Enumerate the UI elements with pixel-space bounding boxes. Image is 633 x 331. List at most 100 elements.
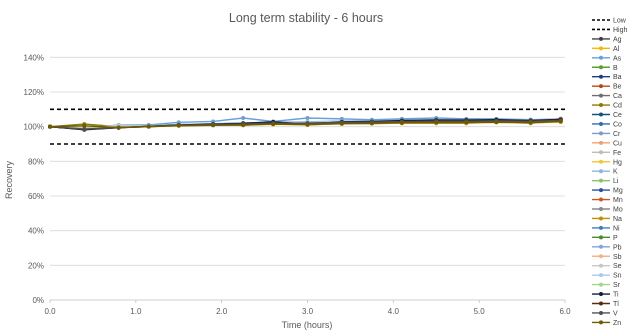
legend-marker-mo [599, 207, 603, 211]
legend-label-ca: Ca [613, 93, 622, 100]
data-point-as [241, 116, 246, 120]
x-tick-label: 0.0 [44, 307, 56, 316]
legend-marker-co [599, 121, 603, 126]
threshold-lines [50, 108, 565, 145]
gridlines [49, 56, 566, 303]
data-point-zn [176, 123, 181, 128]
legend-label-low: Low [613, 18, 627, 25]
legend-label-ag: Ag [613, 36, 622, 43]
legend-label-sr: Sr [613, 282, 621, 289]
legend-marker-ca [599, 93, 603, 98]
legend-label-fe: Fe [613, 150, 621, 157]
series-group [48, 116, 563, 132]
legend-marker-as [599, 55, 603, 60]
x-tick-label: 2.0 [216, 307, 228, 316]
legend-label-p: P [613, 235, 618, 242]
legend-marker-se [599, 263, 603, 268]
data-point-zn [116, 125, 121, 130]
legend-marker-ag [599, 36, 603, 41]
x-tick-label: 5.0 [474, 307, 486, 316]
legend-label-mo: Mo [613, 207, 623, 214]
legend-marker-li [599, 178, 603, 183]
x-tick-label: 1.0 [130, 307, 142, 316]
data-point-zn [305, 122, 310, 127]
data-point-zn [211, 123, 216, 128]
data-point-zn [241, 122, 246, 127]
legend-label-cu: Cu [613, 140, 622, 147]
legend-label-k: K [613, 169, 618, 176]
y-tick-label: 20% [28, 261, 44, 270]
y-axis-title: Recovery [4, 160, 14, 199]
x-axis-title: Time (hours) [282, 320, 333, 330]
legend-label-cr: Cr [613, 131, 621, 138]
legend-marker-b [599, 65, 603, 70]
legend-marker-mg [599, 188, 603, 193]
data-point-zn [146, 124, 151, 129]
legend-label-pb: Pb [613, 244, 622, 251]
legend-marker-mn [599, 197, 603, 202]
y-tick-label: 60% [28, 192, 44, 201]
legend-label-ce: Ce [613, 112, 622, 119]
legend-label-na: Na [613, 216, 622, 223]
x-tick-label: 4.0 [388, 307, 400, 316]
legend-label-co: Co [613, 121, 622, 128]
legend-label-ba: Ba [613, 74, 622, 81]
legend-marker-k [599, 169, 603, 174]
legend-marker-sb [599, 254, 603, 259]
legend-marker-ni [599, 225, 603, 230]
data-point-v [82, 127, 87, 132]
legend-label-hg: Hg [613, 159, 622, 166]
y-tick-label: 120% [24, 88, 44, 97]
legend-label-zn: Zn [613, 320, 621, 327]
legend-label-ti: Ti [613, 292, 619, 299]
legend-marker-fe [599, 150, 603, 155]
legend-marker-sr [599, 282, 603, 287]
data-point-zn [271, 122, 276, 127]
legend-marker-sn [599, 273, 603, 278]
legend-label-li: Li [613, 178, 619, 185]
y-tick-label: 140% [24, 53, 44, 62]
legend-label-mg: Mg [613, 188, 623, 195]
data-point-zn [494, 120, 499, 125]
legend-label-tl: Tl [613, 301, 619, 308]
legend-label-se: Se [613, 263, 622, 270]
legend-marker-zn [599, 320, 603, 325]
data-point-zn [339, 121, 344, 126]
legend-marker-na [599, 216, 603, 221]
x-tick-label: 6.0 [559, 307, 571, 316]
y-tick-labels: 0% 20% 40% 60% 80% 100% 120% 140% [24, 53, 44, 305]
legend-label-mn: Mn [613, 197, 623, 204]
legend-label-sb: Sb [613, 254, 622, 261]
x-tick-label: 3.0 [302, 307, 314, 316]
data-point-zn [82, 123, 87, 128]
data-point-zn [528, 120, 533, 125]
legend-marker-al [599, 46, 603, 51]
legend-marker-tl [599, 301, 603, 306]
legend-label-al: Al [613, 46, 620, 53]
legend-marker-cu [599, 140, 603, 145]
legend-label-as: As [613, 55, 622, 62]
legend-marker-cd [599, 103, 603, 108]
x-tick-labels: 0.0 1.0 2.0 3.0 4.0 5.0 6.0 [44, 307, 571, 316]
legend-marker-ba [599, 74, 603, 79]
legend-label-v: V [613, 310, 618, 317]
legend-label-cd: Cd [613, 103, 622, 110]
legend-label-b: B [613, 65, 618, 72]
legend-label-high: High [613, 27, 628, 34]
data-point-zn [369, 121, 374, 126]
legend-label-be: Be [613, 84, 622, 91]
legend: Low High Ag Al As B Ba Be Ca Cd Ce Co Cr Cu Fe Hg K Li Mg M… [592, 18, 628, 327]
legend-marker-be [599, 84, 603, 89]
legend-marker-ce [599, 112, 603, 117]
y-tick-label: 40% [28, 227, 44, 236]
legend-marker-p [599, 235, 603, 240]
data-point-zn [558, 119, 563, 124]
data-point-zn [399, 120, 404, 125]
y-tick-label: 100% [24, 123, 44, 132]
legend-label-ni: Ni [613, 225, 620, 232]
legend-marker-ti [599, 292, 603, 297]
y-tick-label: 80% [28, 157, 44, 166]
chart-title: Long term stability - 6 hours [229, 11, 383, 25]
y-tick-label: 0% [32, 296, 44, 305]
